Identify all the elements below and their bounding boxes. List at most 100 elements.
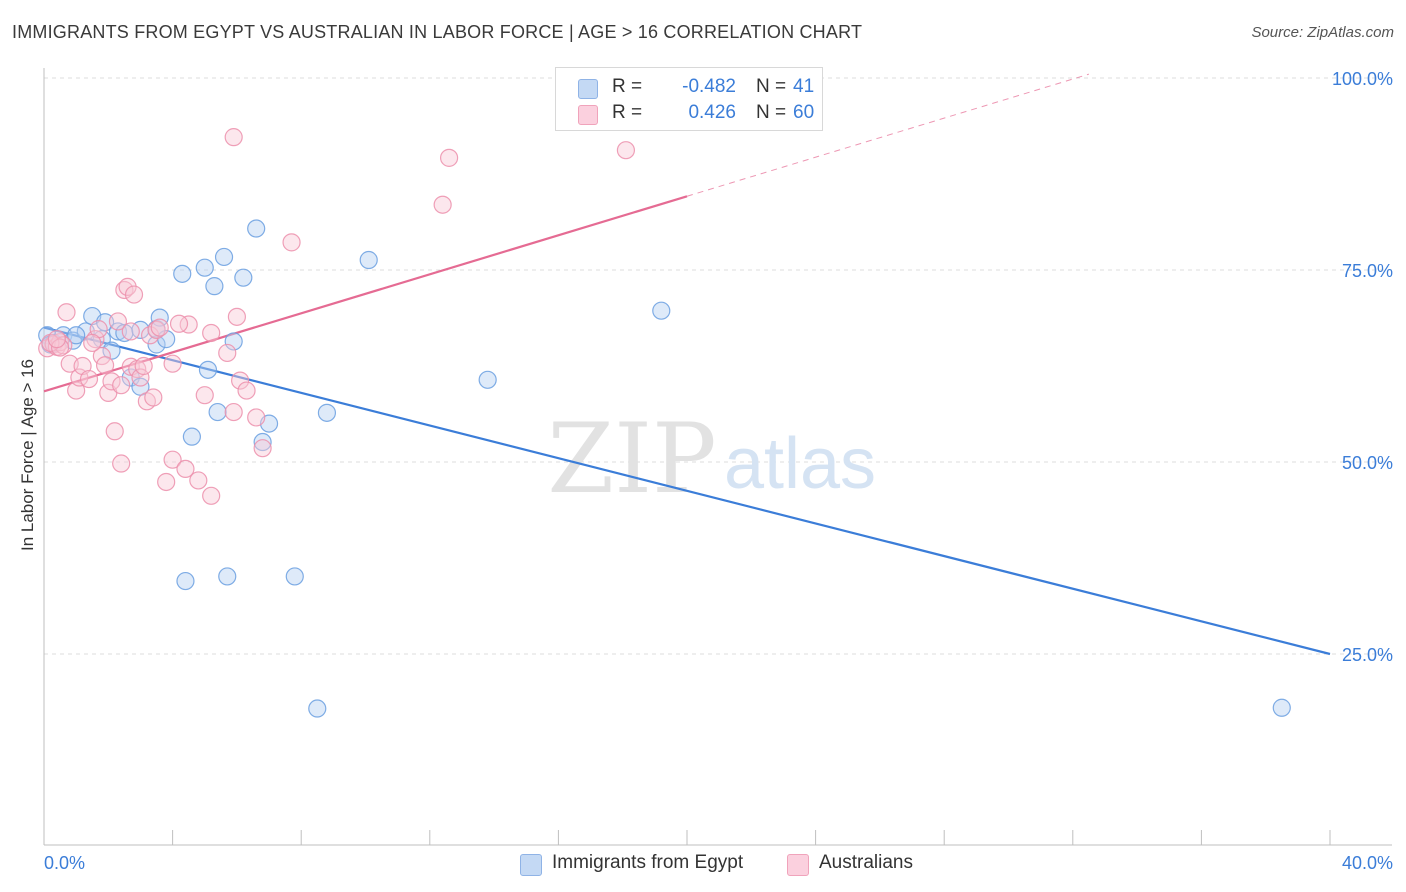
australians-point (57, 303, 76, 322)
australians-point (131, 368, 150, 387)
y-tick-label: 50.0% (1342, 453, 1393, 473)
egypt-point (253, 432, 272, 452)
australians-point (247, 408, 266, 427)
australians-point (50, 333, 70, 352)
egypt-point (234, 268, 253, 287)
tick-labels: 25.0% 50.0% 75.0% 100.0% 0.0% 40.0% (44, 69, 1393, 873)
egypt-point (195, 258, 214, 277)
egypt-point (1272, 698, 1291, 717)
series-legend: Immigrants from Egypt Australians (0, 852, 1406, 878)
australians-point (115, 280, 134, 300)
r-label: R = (612, 76, 643, 97)
egypt-point (173, 264, 192, 283)
australians-point (157, 472, 176, 492)
axes (43, 68, 1392, 846)
egypt-point (67, 326, 86, 345)
australians-point (282, 233, 301, 252)
australians-point (105, 422, 124, 441)
y-tick-label: 100.0% (1332, 69, 1393, 89)
egypt-point (182, 427, 201, 446)
australians-swatch (578, 105, 598, 125)
chart-source: Source: ZipAtlas.com (1251, 24, 1394, 41)
egypt-point (108, 322, 128, 341)
egypt-point (224, 332, 243, 351)
stats-legend: R = -0.482 N = 41 R = 0.426 N = 60 (555, 67, 823, 131)
australians-trend-line (43, 195, 688, 393)
australians-point (189, 471, 208, 490)
data-points (38, 128, 1291, 718)
egypt-point (205, 277, 224, 296)
australians-point (112, 376, 131, 395)
australians-point (144, 388, 163, 407)
r-value: -0.482 (682, 76, 736, 97)
trend-lines (43, 73, 1331, 656)
australians-legend-swatch (787, 854, 809, 876)
x-tick-label: 0.0% (44, 853, 85, 873)
australians-point (227, 307, 246, 326)
australians-point (163, 450, 182, 469)
n-label: N = (756, 102, 787, 123)
egypt-point (208, 402, 227, 422)
egypt-point (308, 699, 327, 718)
egypt-point (317, 403, 337, 422)
australians-point (231, 371, 250, 390)
australians-point (163, 354, 182, 373)
watermark-atlas: atlas (724, 424, 876, 504)
australians-point (176, 459, 195, 479)
australians-point (433, 195, 452, 214)
egypt-point (285, 567, 304, 586)
australians-point (47, 330, 66, 349)
egypt-point (359, 250, 378, 270)
australians-point (218, 343, 237, 363)
australians-point (147, 320, 166, 340)
australians-point (253, 439, 272, 458)
australians-point (121, 322, 140, 341)
australians-point (102, 372, 121, 391)
egypt-point (247, 219, 266, 238)
egypt-trend-line (43, 326, 1331, 656)
australians-point (124, 285, 144, 304)
legend-label-egypt: Immigrants from Egypt (552, 852, 744, 873)
australians-point (224, 128, 243, 147)
legend-label-australians: Australians (819, 852, 913, 873)
australians-point (195, 386, 214, 405)
egypt-point (652, 301, 671, 320)
n-value: 60 (793, 102, 815, 123)
egypt-swatch (578, 79, 598, 99)
r-label: R = (612, 102, 643, 123)
watermark-zip: ZIP (547, 403, 716, 515)
r-value: 0.426 (688, 102, 736, 123)
australians-point (83, 333, 102, 353)
egypt-point (95, 313, 115, 332)
australians-point (95, 356, 115, 375)
x-tick-label: 40.0% (1342, 853, 1393, 873)
australians-point (112, 454, 131, 473)
australians-point (79, 369, 99, 389)
grid-lines (44, 77, 1392, 655)
australians-trend-extension (686, 73, 1090, 197)
y-tick-label: 75.0% (1342, 261, 1393, 281)
australians-point (224, 402, 243, 422)
australians-point (134, 356, 153, 376)
australians-point (439, 148, 459, 167)
australians-point (237, 381, 256, 400)
australians-point (169, 314, 189, 333)
y-axis-label: In Labor Force | Age > 16 (18, 358, 37, 552)
n-label: N = (756, 76, 787, 97)
egypt-point (218, 567, 237, 586)
australians-point (202, 486, 221, 505)
egypt-point (478, 370, 497, 389)
egypt-point (176, 571, 195, 591)
n-value: 41 (793, 76, 815, 97)
australians-point (179, 315, 198, 334)
y-tick-label: 25.0% (1342, 645, 1393, 665)
watermark: ZIP atlas (547, 403, 876, 515)
egypt-point (214, 247, 234, 267)
australians-point (150, 318, 169, 337)
chart-title: IMMIGRANTS FROM EGYPT VS AUSTRALIAN IN L… (12, 22, 863, 42)
australians-point (202, 323, 221, 343)
australians-point (108, 312, 128, 331)
egypt-point (198, 360, 218, 379)
australians-point (616, 141, 636, 160)
